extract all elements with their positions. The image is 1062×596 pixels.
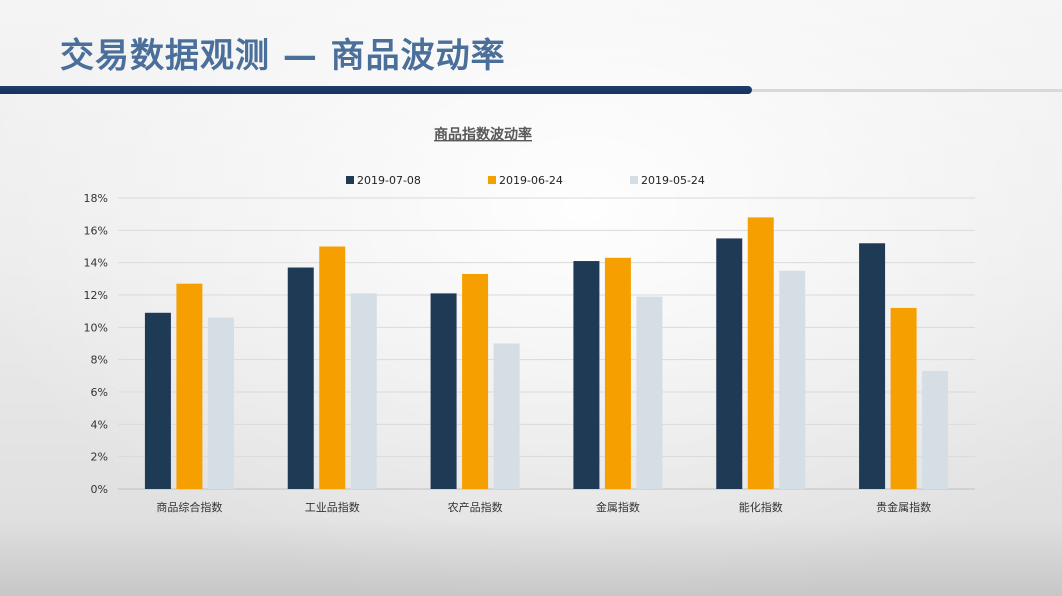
y-axis-ticks: 0% 2% 4% 6% 8% 10% 12% 14% 16% 18% bbox=[84, 192, 108, 496]
y-tick-label: 10% bbox=[84, 321, 108, 334]
y-tick-label: 6% bbox=[91, 386, 108, 399]
y-tick-label: 8% bbox=[91, 354, 108, 367]
bars bbox=[144, 217, 949, 489]
x-tick-label: 商品综合指数 bbox=[156, 500, 222, 514]
bar bbox=[779, 270, 806, 489]
chart-title: 商品指数波动率 bbox=[434, 126, 532, 143]
legend-label: 2019-06-24 bbox=[499, 174, 563, 187]
legend-swatch bbox=[630, 176, 638, 184]
x-tick-label: 贵金属指数 bbox=[876, 500, 931, 514]
legend-label: 2019-07-08 bbox=[357, 174, 421, 187]
bar bbox=[922, 370, 949, 489]
y-tick-label: 14% bbox=[84, 257, 108, 270]
y-tick-label: 16% bbox=[84, 224, 108, 237]
y-tick-label: 2% bbox=[91, 451, 108, 464]
bar bbox=[493, 343, 520, 489]
bar bbox=[604, 257, 631, 489]
title-underline-bar bbox=[0, 86, 752, 94]
bar bbox=[636, 296, 663, 489]
x-tick-label: 能化指数 bbox=[739, 500, 783, 514]
bar bbox=[859, 243, 886, 489]
legend-swatch bbox=[488, 176, 496, 184]
y-tick-label: 12% bbox=[84, 289, 108, 302]
bar bbox=[287, 267, 314, 489]
legend: 2019-07-08 2019-06-24 2019-05-24 bbox=[346, 174, 705, 187]
bar bbox=[573, 261, 600, 489]
bar bbox=[176, 283, 203, 489]
bar bbox=[207, 317, 234, 489]
y-tick-label: 0% bbox=[91, 483, 108, 496]
x-tick-label: 农产品指数 bbox=[448, 500, 503, 514]
y-tick-label: 4% bbox=[91, 418, 108, 431]
x-tick-label: 工业品指数 bbox=[305, 500, 360, 514]
background-band bbox=[0, 520, 1062, 596]
gridlines bbox=[118, 197, 975, 490]
legend-swatch bbox=[346, 176, 354, 184]
bar bbox=[319, 246, 346, 489]
bar bbox=[350, 293, 377, 489]
bar bbox=[747, 217, 774, 489]
y-tick-label: 18% bbox=[84, 192, 108, 205]
slide-title: 交易数据观测 — 商品波动率 bbox=[60, 36, 506, 76]
x-axis-ticks: 商品综合指数 工业品指数 农产品指数 金属指数 能化指数 贵金属指数 bbox=[156, 500, 931, 514]
bar bbox=[430, 293, 457, 489]
legend-label: 2019-05-24 bbox=[641, 174, 705, 187]
title-underline-light bbox=[752, 89, 1062, 92]
bar bbox=[462, 273, 489, 489]
bar bbox=[890, 307, 917, 489]
bar bbox=[144, 312, 171, 489]
bar bbox=[716, 238, 743, 489]
x-tick-label: 金属指数 bbox=[596, 500, 640, 514]
